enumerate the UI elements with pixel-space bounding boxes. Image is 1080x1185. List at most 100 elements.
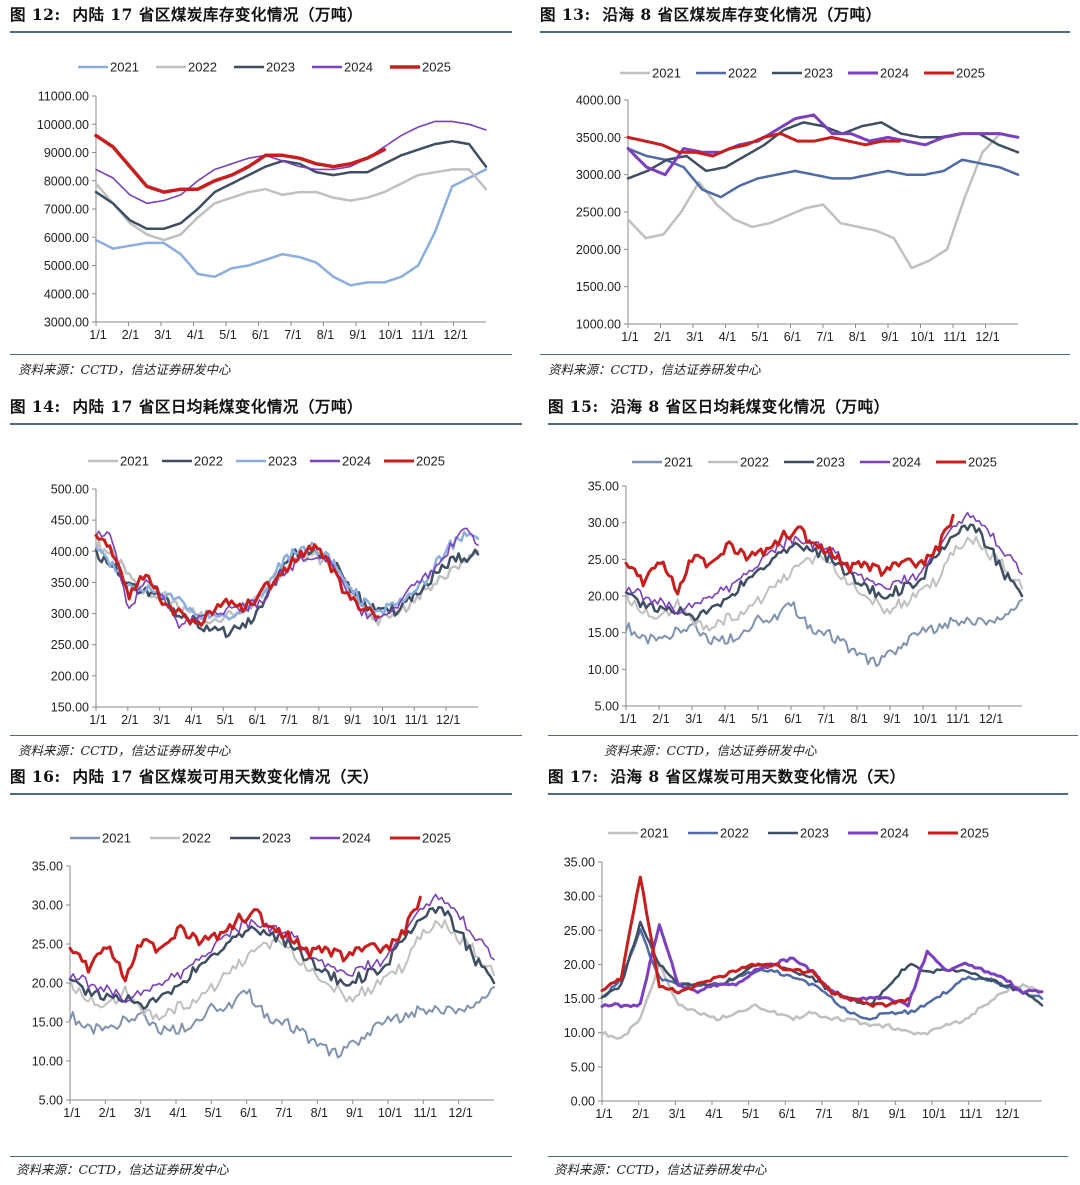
x-tick-label: 7/1 bbox=[815, 1107, 832, 1121]
x-tick-label: 9/1 bbox=[349, 328, 366, 342]
series-line-2025 bbox=[94, 133, 387, 194]
x-tick-label: 12/1 bbox=[448, 1106, 472, 1120]
x-tick-label: 3/1 bbox=[153, 713, 170, 727]
x-tick-label: 6/1 bbox=[240, 1106, 257, 1120]
x-tick-label: 7/1 bbox=[280, 713, 297, 727]
legend-label-2023: 2023 bbox=[268, 454, 297, 469]
legend-label-2023: 2023 bbox=[266, 60, 295, 75]
fig12-title: 图 12: 内陆 17 省区煤炭库存变化情况（万吨） bbox=[10, 5, 363, 24]
x-tick-label: 9/1 bbox=[344, 713, 361, 727]
fig15-source-rule bbox=[548, 735, 1078, 736]
x-tick-label: 5/1 bbox=[751, 712, 768, 726]
series-line-2025 bbox=[94, 534, 380, 627]
y-tick-label: 400.00 bbox=[51, 545, 89, 559]
fig17-source: 资料来源：CCTD，信达证券研发中心 bbox=[554, 1162, 767, 1177]
x-tick-label: 12/1 bbox=[979, 712, 1003, 726]
legend-label-2023: 2023 bbox=[816, 455, 845, 470]
x-tick-label: 1/1 bbox=[89, 713, 106, 727]
series-line-2023 bbox=[94, 139, 488, 231]
y-tick-label: 5.00 bbox=[571, 1060, 595, 1074]
panel-fig17: 图 17: 沿海 8 省区煤炭可用天数变化情况（天） 2021 2022 2023 2… bbox=[548, 762, 1068, 1180]
y-tick-label: 25.00 bbox=[588, 553, 619, 567]
chart-fig16: 2021 2022 2023 2024 2025 5.00 10.00 15.00 20.00 2… bbox=[32, 831, 496, 1120]
y-tick-label: 2500.00 bbox=[576, 206, 621, 220]
series-line-2022 bbox=[625, 535, 1023, 632]
fig14-title-rule bbox=[10, 423, 522, 425]
legend-label-2021: 2021 bbox=[664, 455, 693, 470]
chart-fig17: 2021 2022 2023 2024 2025 0.00 5.00 10.00 15.00 20… bbox=[564, 826, 1044, 1121]
x-tick-label: 8/1 bbox=[317, 328, 334, 342]
y-tick-label: 20.00 bbox=[564, 958, 595, 972]
x-tick-label: 6/1 bbox=[252, 328, 269, 342]
x-tick-label: 12/1 bbox=[975, 330, 999, 344]
legend-label-2021: 2021 bbox=[102, 831, 131, 846]
y-tick-label: 35.00 bbox=[564, 856, 595, 870]
series-line-2025 bbox=[68, 895, 422, 983]
legend-label-2023: 2023 bbox=[804, 66, 833, 81]
legend-label-2024: 2024 bbox=[344, 60, 373, 75]
x-tick-label: 9/1 bbox=[346, 1106, 363, 1120]
x-tick-label: 2/1 bbox=[652, 712, 669, 726]
series-line-2024 bbox=[69, 893, 495, 1004]
x-tick-label: 2/1 bbox=[122, 328, 139, 342]
x-tick-label: 12/1 bbox=[443, 328, 467, 342]
legend-label-2021: 2021 bbox=[110, 60, 139, 75]
series-line-2021 bbox=[625, 598, 1023, 668]
y-tick-label: 300.00 bbox=[51, 607, 89, 621]
y-tick-label: 500.00 bbox=[51, 483, 89, 497]
panel-fig15: 图 15: 沿海 8 省区日均耗煤变化情况（万吨） 2021 2022 2023 20… bbox=[548, 392, 1078, 760]
legend-label-2024: 2024 bbox=[880, 66, 909, 81]
series-line-2022 bbox=[626, 147, 1020, 199]
y-tick-label: 11000.00 bbox=[38, 90, 89, 104]
fig16-title-rule bbox=[10, 793, 512, 795]
x-tick-label: 3/1 bbox=[685, 712, 702, 726]
x-tick-label: 2/1 bbox=[121, 713, 138, 727]
x-tick-label: 3/1 bbox=[134, 1106, 151, 1120]
x-tick-label: 9/1 bbox=[889, 1107, 906, 1121]
y-tick-label: 10.00 bbox=[32, 1055, 63, 1069]
x-tick-label: 11/1 bbox=[946, 712, 969, 726]
series-line-2025 bbox=[624, 513, 955, 596]
legend-label-2021: 2021 bbox=[120, 454, 149, 469]
x-tick-label: 9/1 bbox=[881, 330, 898, 344]
legend-label-2024: 2024 bbox=[342, 831, 371, 846]
y-tick-label: 450.00 bbox=[51, 514, 89, 528]
y-tick-label: 25.00 bbox=[564, 924, 595, 938]
x-tick-label: 8/1 bbox=[312, 713, 329, 727]
x-tick-label: 3/1 bbox=[686, 330, 703, 344]
legend-label-2025: 2025 bbox=[968, 455, 997, 470]
chart-fig14: 2021 2022 2023 2024 2025 150.00 200.00 250.00 30… bbox=[51, 454, 480, 727]
y-tick-label: 20.00 bbox=[588, 590, 619, 604]
y-tick-label: 6000.00 bbox=[44, 231, 89, 245]
series-line-2023 bbox=[94, 530, 480, 621]
series-line-2024 bbox=[625, 511, 1023, 616]
y-tick-label: 2000.00 bbox=[576, 243, 621, 257]
x-tick-label: 8/1 bbox=[311, 1106, 328, 1120]
x-tick-label: 6/1 bbox=[248, 713, 265, 727]
y-tick-label: 15.00 bbox=[32, 1016, 63, 1030]
x-tick-label: 9/1 bbox=[883, 712, 900, 726]
y-tick-label: 20.00 bbox=[32, 977, 63, 991]
x-tick-label: 7/1 bbox=[275, 1106, 292, 1120]
legend-label-2024: 2024 bbox=[892, 455, 921, 470]
x-tick-label: 11/1 bbox=[411, 328, 434, 342]
y-tick-label: 5.00 bbox=[39, 1094, 63, 1108]
y-tick-label: 1500.00 bbox=[576, 280, 621, 294]
x-tick-label: 4/1 bbox=[187, 328, 204, 342]
x-tick-label: 2/1 bbox=[99, 1106, 116, 1120]
x-tick-label: 8/1 bbox=[849, 330, 866, 344]
y-tick-label: 250.00 bbox=[51, 638, 89, 652]
y-tick-label: 7000.00 bbox=[44, 203, 89, 217]
series-line-2024 bbox=[95, 527, 479, 629]
x-tick-label: 8/1 bbox=[850, 712, 867, 726]
y-tick-label: 15.00 bbox=[588, 626, 619, 640]
series-line-2022 bbox=[94, 168, 488, 242]
y-tick-label: 15.00 bbox=[564, 992, 595, 1006]
x-tick-label: 12/1 bbox=[436, 713, 460, 727]
panel-fig14: 图 14: 内陆 17 省区日均耗煤变化情况（万吨） 2021 2022 2023 2… bbox=[10, 392, 522, 760]
y-tick-label: 30.00 bbox=[32, 899, 63, 913]
series-line-2021 bbox=[600, 961, 1044, 1040]
x-tick-label: 3/1 bbox=[154, 328, 171, 342]
fig14-source-rule bbox=[10, 735, 522, 736]
x-tick-label: 4/1 bbox=[705, 1107, 722, 1121]
